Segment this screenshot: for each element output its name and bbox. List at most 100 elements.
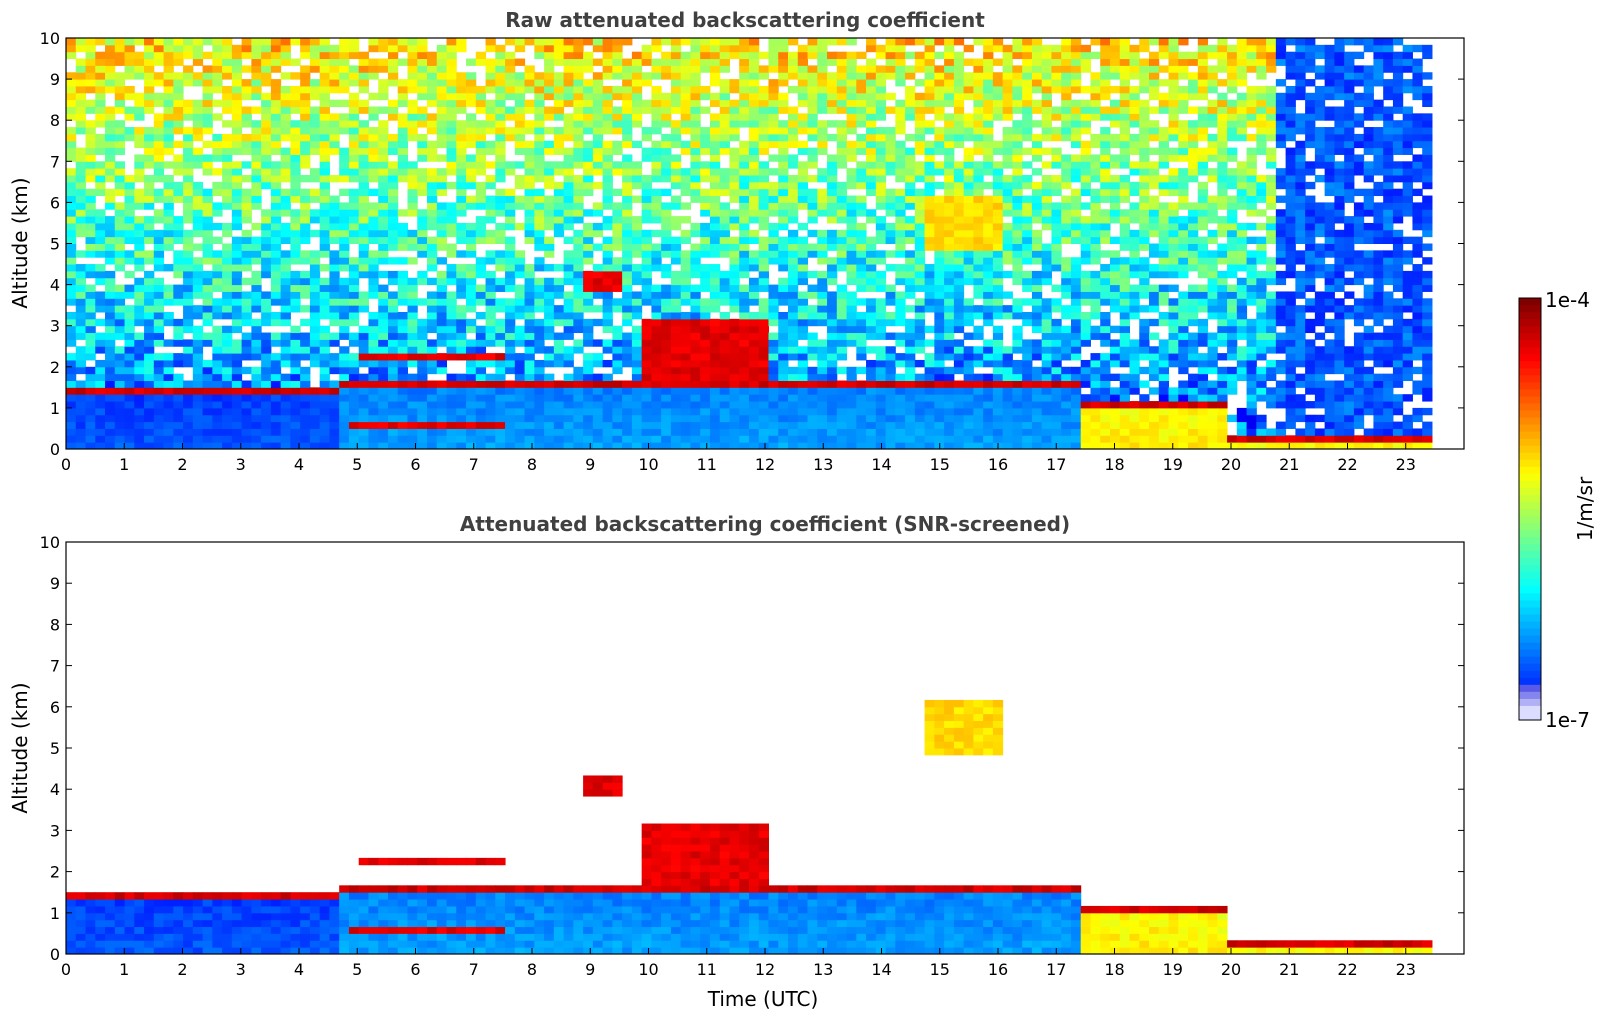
heatmap-cell [192, 373, 204, 381]
heatmap-cell [612, 346, 623, 354]
heatmap-cell [270, 359, 282, 368]
heatmap-cell [319, 332, 330, 340]
heatmap-cell [827, 99, 838, 107]
heatmap-cell [387, 133, 399, 142]
heatmap-cell [524, 202, 535, 210]
heatmap-cell [95, 147, 106, 155]
heatmap-cell [953, 325, 965, 334]
heatmap-cell [212, 298, 223, 306]
heatmap-cell [475, 346, 487, 354]
heatmap-cell [134, 72, 145, 80]
heatmap-cell [231, 421, 243, 429]
heatmap-cell [739, 442, 750, 450]
heatmap-cell [563, 291, 574, 299]
heatmap-cell [495, 298, 506, 306]
heatmap-cell [670, 175, 682, 183]
heatmap-cell [758, 277, 769, 286]
heatmap-cell [661, 325, 672, 334]
heatmap-cell [875, 277, 887, 286]
heatmap-cell [446, 161, 457, 169]
heatmap-cell [212, 58, 223, 66]
heatmap-cell [309, 229, 321, 238]
heatmap-cell [758, 222, 769, 231]
heatmap-cell [280, 380, 291, 388]
heatmap-cell [319, 312, 330, 320]
heatmap-cell [280, 195, 291, 203]
heatmap-cell [992, 181, 1004, 190]
heatmap-cell [563, 168, 574, 176]
heatmap-cell [183, 65, 194, 73]
heatmap-cell [407, 58, 418, 66]
heatmap-cell [105, 127, 116, 135]
heatmap-cell [261, 332, 272, 340]
heatmap-cell [690, 332, 701, 340]
heatmap-cell [934, 209, 945, 217]
heatmap-cell [856, 346, 867, 354]
heatmap-cell [875, 140, 887, 149]
heatmap-cell [202, 428, 213, 436]
heatmap-cell [270, 133, 282, 142]
heatmap-cell [778, 394, 789, 402]
heatmap-cell [495, 284, 506, 292]
heatmap-cell [427, 264, 438, 272]
heatmap-cell [817, 147, 828, 155]
heatmap-cell [758, 257, 769, 265]
heatmap-cell [368, 106, 379, 114]
heatmap-cell [368, 366, 379, 375]
heatmap-cell [748, 38, 760, 46]
heatmap-cell [758, 65, 769, 73]
heatmap-cell [953, 92, 965, 101]
heatmap-cell [407, 298, 418, 306]
heatmap-cell [348, 195, 360, 203]
heatmap-cell [690, 298, 701, 306]
heatmap-cell [963, 414, 974, 423]
heatmap-cell [75, 99, 87, 107]
heatmap-cell [544, 298, 555, 306]
heatmap-cell [866, 188, 877, 197]
heatmap-cell [700, 92, 711, 101]
heatmap-cell [944, 44, 955, 53]
heatmap-cell [212, 270, 223, 279]
heatmap-cell [261, 394, 272, 402]
heatmap-cell [758, 284, 769, 292]
heatmap-cell [475, 195, 487, 203]
heatmap-cell [856, 209, 867, 217]
heatmap-cell [690, 264, 701, 272]
heatmap-cell [983, 250, 994, 258]
heatmap-cell [378, 195, 389, 203]
heatmap-cell [544, 72, 555, 80]
heatmap-cell [309, 442, 321, 450]
heatmap-cell [134, 373, 145, 381]
heatmap-cell [339, 209, 350, 217]
heatmap-cell [475, 312, 487, 320]
heatmap-cell [748, 236, 760, 244]
heatmap-cell [153, 305, 165, 313]
heatmap-cell [222, 394, 233, 402]
heatmap-cell [992, 291, 1004, 299]
heatmap-cell [992, 175, 1004, 183]
heatmap-cell [583, 154, 594, 162]
heatmap-cell [973, 373, 984, 381]
heatmap-cell [251, 387, 262, 395]
heatmap-cell [827, 51, 838, 60]
heatmap-cell [173, 222, 184, 231]
heatmap-cell [270, 168, 282, 176]
heatmap-cell [827, 435, 838, 443]
heatmap-cell [1002, 106, 1013, 114]
heatmap-cell [251, 195, 262, 203]
heatmap-cell [261, 161, 272, 169]
heatmap-cell [290, 257, 301, 265]
heatmap-cell [397, 339, 408, 347]
heatmap-cell [778, 58, 789, 66]
heatmap-cell [641, 387, 652, 395]
heatmap-cell [661, 175, 672, 183]
heatmap-cell [729, 79, 740, 87]
heatmap-cell [446, 428, 457, 436]
heatmap-cell [719, 380, 730, 388]
heatmap-cell [670, 72, 682, 80]
heatmap-cell [280, 250, 291, 258]
heatmap-cell [914, 106, 926, 114]
heatmap-cell [524, 270, 535, 279]
heatmap-cell [485, 421, 496, 429]
heatmap-cell [231, 270, 243, 279]
